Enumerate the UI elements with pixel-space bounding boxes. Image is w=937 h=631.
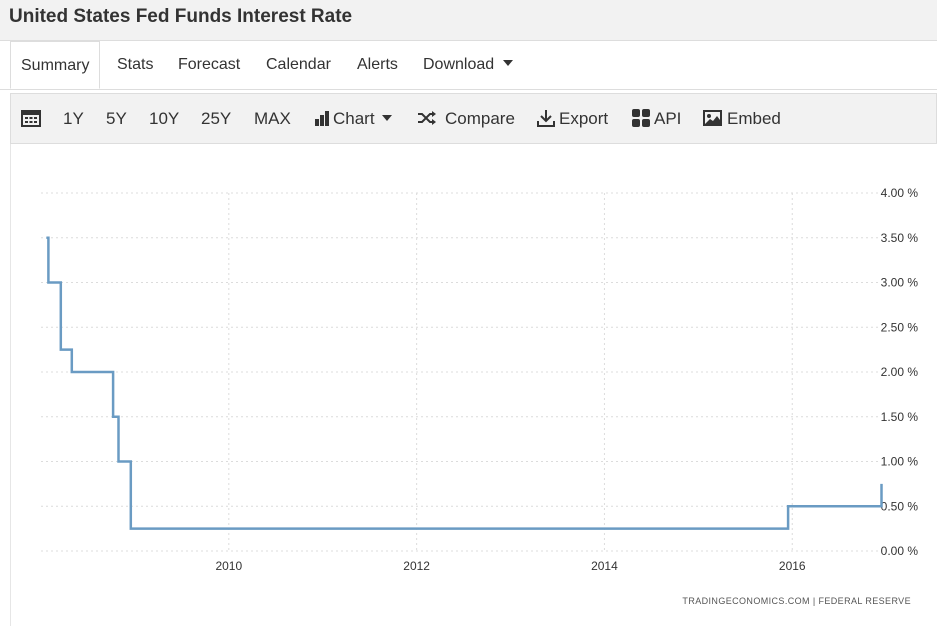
chart-panel: 0.00 % 0.50 % 1.00 % 1.50 % 2.00 % 2.50 % 3.00… bbox=[10, 144, 937, 626]
range-1y-label: 1Y bbox=[63, 109, 84, 128]
y-tick-label: 0.00 % bbox=[881, 544, 919, 558]
y-tick-label: 3.50 % bbox=[881, 231, 919, 245]
source-credit: TRADINGECONOMICS.COM | FEDERAL RESERVE bbox=[682, 596, 911, 606]
embed-button[interactable]: Embed bbox=[703, 94, 781, 143]
compare-button[interactable]: Compare bbox=[417, 94, 515, 143]
range-25y-label: 25Y bbox=[201, 109, 232, 128]
embed-label: Embed bbox=[727, 109, 781, 128]
tab-stats-label: Stats bbox=[117, 56, 154, 73]
tab-calendar[interactable]: Calendar bbox=[266, 41, 331, 89]
page-title: United States Fed Funds Interest Rate bbox=[9, 6, 353, 27]
chevron-down-icon bbox=[381, 115, 392, 122]
chart-type-label: Chart bbox=[333, 109, 375, 128]
tab-forecast[interactable]: Forecast bbox=[178, 41, 240, 89]
fed-funds-rate-chart: 0.00 % 0.50 % 1.00 % 1.50 % 2.00 % 2.50 % 3.00… bbox=[41, 186, 919, 606]
tab-stats[interactable]: Stats bbox=[117, 41, 153, 89]
range-5y-label: 5Y bbox=[106, 109, 127, 128]
x-axis: 2010 2012 2014 2016 bbox=[215, 559, 805, 573]
compare-label: Compare bbox=[445, 109, 515, 128]
range-10y-label: 10Y bbox=[149, 109, 180, 128]
api-button[interactable]: API bbox=[632, 94, 681, 143]
y-axis: 0.00 % 0.50 % 1.00 % 1.50 % 2.00 % 2.50 % 3.00… bbox=[881, 186, 919, 558]
chart-type-button[interactable]: Chart bbox=[314, 94, 392, 143]
grid-icon bbox=[632, 109, 650, 128]
tab-summary[interactable]: Summary bbox=[10, 41, 101, 89]
tab-calendar-label: Calendar bbox=[266, 56, 331, 73]
tab-download[interactable]: Download bbox=[423, 41, 514, 89]
api-label: API bbox=[654, 109, 682, 128]
y-tick-label: 4.00 % bbox=[881, 186, 919, 200]
download-icon bbox=[537, 110, 555, 128]
x-tick-label: 2012 bbox=[403, 559, 430, 573]
shuffle-icon bbox=[418, 111, 436, 126]
tab-alerts[interactable]: Alerts bbox=[357, 41, 398, 89]
y-tick-label: 1.50 % bbox=[881, 410, 919, 424]
tab-download-label: Download bbox=[423, 56, 495, 73]
y-tick-label: 2.50 % bbox=[881, 320, 919, 334]
range-max-label: MAX bbox=[254, 109, 291, 128]
range-10y-button[interactable]: 10Y bbox=[149, 94, 179, 143]
tab-forecast-label: Forecast bbox=[178, 56, 241, 73]
tab-alerts-label: Alerts bbox=[357, 56, 398, 73]
bar-chart-icon bbox=[315, 111, 329, 127]
range-25y-button[interactable]: 25Y bbox=[201, 94, 231, 143]
y-tick-label: 1.00 % bbox=[881, 455, 919, 469]
calendar-button[interactable] bbox=[21, 94, 46, 143]
title-bar: United States Fed Funds Interest Rate bbox=[0, 0, 937, 41]
calendar-icon bbox=[21, 110, 41, 128]
series-line bbox=[46, 236, 883, 530]
y-tick-label: 2.00 % bbox=[881, 365, 919, 379]
export-label: Export bbox=[559, 109, 609, 128]
y-tick-label: 0.50 % bbox=[881, 499, 919, 513]
export-button[interactable]: Export bbox=[537, 94, 608, 143]
grid-layer bbox=[41, 192, 881, 552]
chevron-down-icon bbox=[503, 60, 514, 67]
y-tick-label: 3.00 % bbox=[881, 276, 919, 290]
tab-bar: Summary Stats Forecast Calendar Alerts D… bbox=[0, 41, 937, 90]
x-tick-label: 2014 bbox=[591, 559, 618, 573]
chart-toolbar: 1Y 5Y 10Y 25Y MAX Chart Compare Export bbox=[10, 93, 937, 144]
image-icon bbox=[703, 110, 722, 127]
range-5y-button[interactable]: 5Y bbox=[106, 94, 127, 143]
range-1y-button[interactable]: 1Y bbox=[63, 94, 84, 143]
tab-summary-label: Summary bbox=[21, 57, 90, 74]
x-tick-label: 2010 bbox=[215, 559, 242, 573]
range-max-button[interactable]: MAX bbox=[254, 94, 291, 143]
x-tick-label: 2016 bbox=[779, 559, 806, 573]
